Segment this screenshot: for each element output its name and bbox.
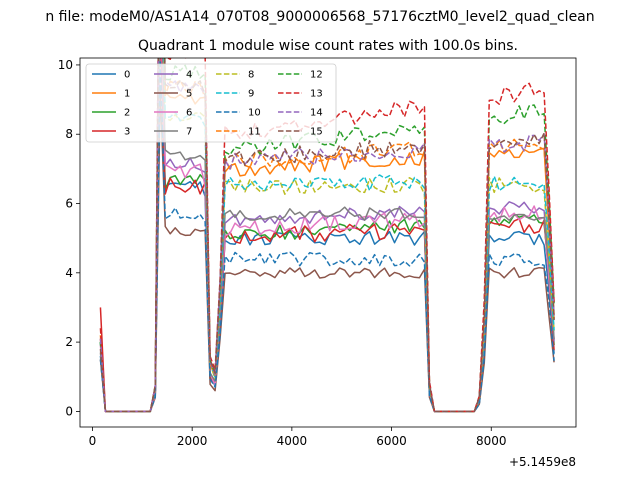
- legend-label-7: 7: [186, 127, 192, 138]
- y-tick-label: 6: [65, 197, 73, 211]
- legend-label-12: 12: [310, 70, 323, 81]
- y-tick-label: 8: [65, 127, 73, 141]
- y-tick-label: 4: [65, 266, 73, 280]
- series-line-10: [99, 59, 555, 413]
- y-tick-label: 2: [65, 335, 73, 349]
- legend-box: [85, 63, 337, 143]
- y-axis: 0 2 4 6 8 10: [58, 58, 80, 418]
- y-tick-label: 10: [58, 58, 73, 72]
- legend-label-2: 2: [124, 108, 130, 119]
- x-tick-label: 0: [89, 434, 97, 448]
- plot-frame: [79, 57, 577, 428]
- series-line-15: [99, 58, 555, 413]
- legend-label-1: 1: [124, 89, 130, 100]
- legend-label-15: 15: [310, 127, 323, 138]
- x-axis: 0 2000 4000 6000 8000: [89, 427, 507, 448]
- series-line-7: [99, 58, 555, 413]
- legend-label-0: 0: [124, 70, 130, 81]
- series-line-5: [99, 89, 555, 413]
- x-tick-label: 6000: [376, 434, 407, 448]
- legend-label-10: 10: [248, 108, 261, 119]
- legend-label-11: 11: [248, 127, 261, 138]
- legend-label-13: 13: [310, 89, 323, 100]
- x-tick-label: 2000: [177, 434, 208, 448]
- legend-label-6: 6: [186, 108, 192, 119]
- x-tick-label: 4000: [277, 434, 308, 448]
- y-tick-label: 0: [65, 404, 73, 418]
- legend-label-8: 8: [248, 70, 254, 81]
- x-tick-label: 8000: [476, 434, 507, 448]
- legend-label-3: 3: [124, 127, 130, 138]
- legend-label-4: 4: [186, 70, 192, 81]
- legend-label-14: 14: [310, 108, 323, 119]
- legend-label-5: 5: [186, 89, 192, 100]
- chart-title: Quadrant 1 module wise count rates with …: [138, 38, 518, 54]
- figure-suptitle: n file: modeM0/AS1A14_070T08_9000006568_…: [45, 9, 594, 25]
- legend-label-9: 9: [248, 89, 254, 100]
- x-axis-offset-label: +5.1459e8: [509, 455, 576, 469]
